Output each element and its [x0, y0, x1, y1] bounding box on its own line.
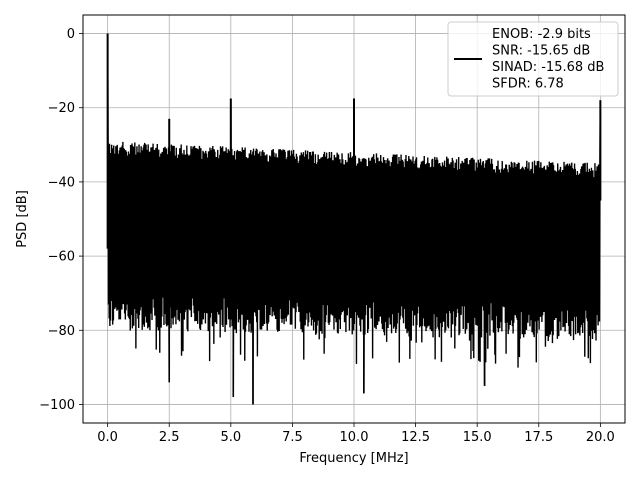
- legend-sinad: SINAD: -15.68 dB: [492, 60, 604, 75]
- y-tick-label: −40: [48, 175, 75, 190]
- x-tick-label: 12.5: [401, 430, 430, 445]
- x-tick-label: 0.0: [97, 430, 118, 445]
- legend: ENOB: -2.9 bits SNR: -15.65 dB SINAD: -1…: [447, 21, 619, 97]
- x-axis-label: Frequency [MHz]: [299, 451, 408, 466]
- y-axis: 0 −20 −40 −60 −80 −100: [39, 27, 83, 413]
- x-tick-label: 5.0: [220, 430, 241, 445]
- legend-snr: SNR: -15.65 dB: [492, 44, 590, 59]
- y-tick-label: −100: [39, 398, 75, 413]
- x-tick-label: 2.5: [159, 430, 180, 445]
- y-axis-label: PSD [dB]: [15, 190, 30, 248]
- x-axis: 0.0 2.5 5.0 7.5 10.0 12.5 15.0 17.5 20.0: [97, 423, 615, 445]
- legend-box: [447, 21, 619, 97]
- x-tick-label: 7.5: [282, 430, 303, 445]
- legend-enob: ENOB: -2.9 bits: [492, 27, 591, 42]
- y-tick-label: 0: [67, 27, 75, 42]
- series-group: [106, 33, 602, 405]
- x-tick-label: 10.0: [340, 430, 369, 445]
- y-tick-label: −20: [48, 101, 75, 116]
- y-tick-label: −80: [48, 324, 75, 339]
- psd-trace: [106, 33, 602, 405]
- x-tick-label: 20.0: [586, 430, 615, 445]
- x-tick-label: 17.5: [524, 430, 553, 445]
- x-tick-label: 15.0: [463, 430, 492, 445]
- y-tick-label: −60: [48, 250, 75, 265]
- legend-sfdr: SFDR: 6.78: [492, 77, 564, 92]
